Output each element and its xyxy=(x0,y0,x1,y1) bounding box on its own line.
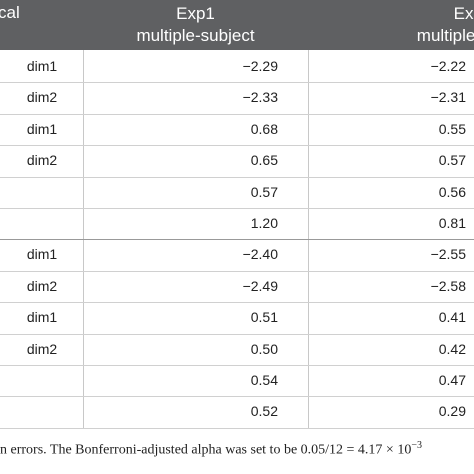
value-cell: 0.47 xyxy=(438,372,466,388)
value-cell: 0.51 xyxy=(250,309,278,326)
header-cell: multiple-sessio xyxy=(416,26,474,45)
row-label: dim1 xyxy=(26,120,58,137)
column-divider xyxy=(83,50,84,428)
column-divider xyxy=(308,50,309,428)
row-divider xyxy=(0,113,474,115)
value-cell: −2.55 xyxy=(430,246,466,263)
value-cell: −2.49 xyxy=(242,277,278,294)
value-cell: 0.42 xyxy=(438,340,466,357)
value-cell: 0.29 xyxy=(438,403,466,420)
header-cell: Exp2 xyxy=(453,4,474,23)
value-cell: 0.41 xyxy=(438,309,466,326)
row-divider xyxy=(0,270,474,272)
row-divider xyxy=(0,333,474,335)
row-divider xyxy=(0,176,474,178)
row-label: dim1 xyxy=(26,309,58,326)
value-cell: −2.22 xyxy=(430,58,466,74)
header-cell: cal xyxy=(0,3,20,22)
row-divider xyxy=(0,396,474,398)
value-cell: 0.81 xyxy=(438,215,466,231)
value-cell: 0.55 xyxy=(438,120,466,137)
header-cell: multiple-subject xyxy=(136,26,255,45)
row-divider xyxy=(0,365,474,366)
row-divider xyxy=(0,145,474,147)
row-divider xyxy=(0,82,474,84)
value-cell: 0.56 xyxy=(438,183,466,200)
value-cell: 0.54 xyxy=(250,372,278,388)
value-cell: 0.57 xyxy=(250,183,278,200)
row-label: dim2 xyxy=(26,340,58,357)
footnote-text: n errors. The Bonferroni-adjusted alpha … xyxy=(0,442,412,458)
value-cell: −2.29 xyxy=(242,58,278,74)
row-label: dim2 xyxy=(26,277,58,294)
footnote: n errors. The Bonferroni-adjusted alpha … xyxy=(0,440,422,459)
value-cell: 0.50 xyxy=(250,340,278,357)
header-cell: Exp1 xyxy=(176,4,215,23)
row-divider xyxy=(0,208,474,209)
row-label: dim2 xyxy=(26,89,58,106)
value-cell: −2.31 xyxy=(430,89,466,106)
footnote-superscript: −3 xyxy=(411,440,422,451)
value-cell: 0.65 xyxy=(250,152,278,169)
value-cell: −2.58 xyxy=(430,277,466,294)
row-label: dim2 xyxy=(26,152,58,169)
header-row xyxy=(0,0,474,50)
value-cell: 0.57 xyxy=(438,152,466,169)
row-divider xyxy=(0,302,474,304)
row-divider xyxy=(0,239,474,241)
value-cell: 1.20 xyxy=(250,215,278,231)
row-label: dim1 xyxy=(26,58,58,74)
value-cell: 0.68 xyxy=(250,120,278,137)
value-cell: 0.52 xyxy=(250,403,278,420)
row-divider xyxy=(0,427,474,429)
value-cell: −2.40 xyxy=(242,246,278,263)
value-cell: −2.33 xyxy=(242,89,278,106)
row-label: dim1 xyxy=(26,246,58,263)
